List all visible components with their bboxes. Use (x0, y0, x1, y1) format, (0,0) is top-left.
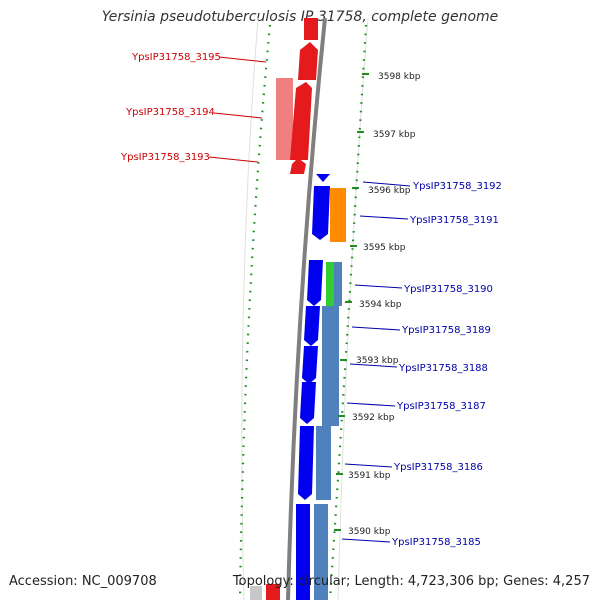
leader-3195 (218, 56, 267, 63)
leader-3193 (208, 156, 259, 163)
gene-arrow-3188 (302, 346, 318, 384)
tick-marks (334, 73, 369, 531)
leader-3190 (354, 284, 403, 289)
gene-label-3190: YpsIP31758_3190 (403, 284, 493, 295)
reverse-gene-labels: YpsIP31758_3192 YpsIP31758_3191 YpsIP317… (341, 181, 502, 548)
gene-label-3187: YpsIP31758_3187 (396, 401, 486, 412)
gene-label-3193: YpsIP31758_3193 (120, 152, 210, 163)
reverse-strand-genes (296, 174, 346, 600)
tick-label-3598: 3598 kbp (378, 72, 421, 82)
genome-summary-text: Topology: circular; Length: 4,723,306 bp… (232, 574, 590, 589)
outer-ring-outline (241, 17, 259, 600)
forward-strand-genes (250, 18, 318, 600)
tick-label-3591: 3591 kbp (348, 471, 391, 481)
gene-label-3191: YpsIP31758_3191 (409, 215, 499, 226)
accession-text: Accession: NC_009708 (9, 574, 157, 589)
map-title: Yersinia pseudotuberculosis IP 31758, co… (101, 9, 499, 25)
tick-label-3590: 3590 kbp (348, 527, 391, 537)
tick-labels: 3598 kbp 3597 kbp 3596 kbp 3595 kbp 3594… (348, 72, 421, 537)
tick-label-3597: 3597 kbp (373, 130, 416, 140)
gene-label-3195: YpsIP31758_3195 (131, 52, 221, 63)
leader-3191 (359, 215, 409, 220)
gene-arrow-3196 (304, 18, 318, 40)
tick-label-3595: 3595 kbp (363, 243, 406, 253)
tick-label-3596: 3596 kbp (368, 186, 411, 196)
tick-label-3593: 3593 kbp (356, 356, 399, 366)
gene-arrow-3191 (312, 186, 330, 240)
leader-3189 (351, 326, 401, 331)
gene-arrow-3192 (316, 174, 330, 182)
gene-block-steel-3 (314, 504, 328, 600)
gene-arrow-3190 (307, 260, 323, 306)
gene-arrow-3187 (300, 382, 316, 424)
gene-arrow-3195 (298, 42, 318, 80)
genome-backbone (286, 17, 327, 600)
forward-gene-labels: YpsIP31758_3195 YpsIP31758_3194 YpsIP317… (120, 52, 267, 163)
gene-block-steel-2 (316, 426, 331, 500)
gene-label-3185: YpsIP31758_3185 (391, 537, 481, 548)
gene-label-3192: YpsIP31758_3192 (412, 181, 502, 192)
gene-arrow-3194 (290, 82, 312, 160)
leader-3188 (349, 363, 398, 368)
gene-arrow-3185 (296, 504, 310, 600)
gene-label-3189: YpsIP31758_3189 (401, 325, 491, 336)
gene-block-3194-light (276, 78, 293, 160)
gene-block-bottom (266, 584, 280, 600)
tick-label-3592: 3592 kbp (352, 413, 395, 423)
gene-block-steel-top (334, 262, 342, 306)
leader-3185 (341, 538, 391, 543)
leader-3192 (362, 181, 411, 187)
gene-label-3188: YpsIP31758_3188 (398, 363, 488, 374)
gene-block-green (326, 262, 334, 306)
gene-label-3194: YpsIP31758_3194 (125, 107, 215, 118)
leader-3187 (346, 402, 396, 407)
tick-label-3594: 3594 kbp (359, 300, 402, 310)
gene-block-orange (330, 188, 346, 242)
outer-ring-outline-right (337, 17, 369, 600)
gene-arrow-3186 (298, 426, 314, 500)
gc-track-outer (238, 24, 272, 600)
leader-3186 (344, 463, 393, 468)
leader-3194 (213, 112, 263, 119)
gene-block-steel-1 (322, 306, 339, 426)
gene-label-3186: YpsIP31758_3186 (393, 462, 483, 473)
gene-block-bottom-grey (250, 586, 262, 600)
gc-track-inner (328, 24, 368, 600)
gene-arrow-3189 (304, 306, 320, 346)
gene-arrow-3193 (290, 158, 306, 174)
